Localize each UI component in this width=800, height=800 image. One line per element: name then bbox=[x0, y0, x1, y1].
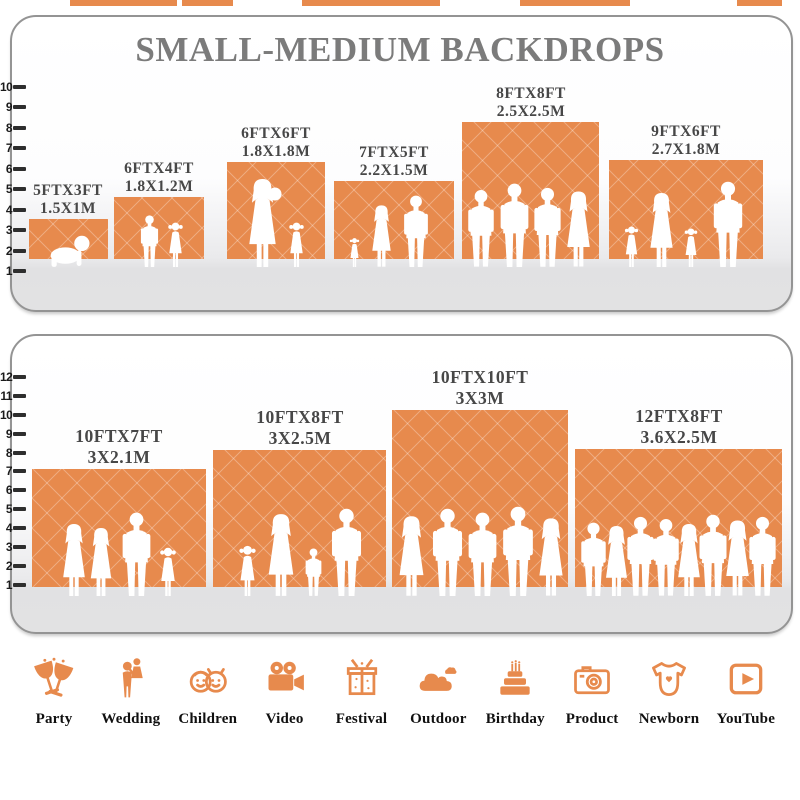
category-outdoor: Outdoor bbox=[400, 656, 476, 728]
category-wedding: Wedding bbox=[93, 656, 169, 728]
ruler-tick: 4 bbox=[0, 202, 30, 218]
wedding-icon bbox=[122, 658, 143, 698]
group-silhouette bbox=[468, 183, 590, 267]
backdrop-size-label: 6FTX6FT 1.8X1.8M bbox=[241, 125, 311, 160]
category-birthday: Birthday bbox=[477, 656, 553, 728]
ruler-tick: 5 bbox=[0, 501, 30, 517]
ruler-tick: 1 bbox=[0, 263, 30, 279]
cropped-backdrop-edge bbox=[737, 0, 782, 6]
backdrop-size-label: 10FTX10FT 3X3M bbox=[431, 367, 529, 408]
tick-mark bbox=[13, 583, 26, 587]
ruler-tick: 8 bbox=[0, 445, 30, 461]
children-icon bbox=[189, 668, 227, 693]
backdrop-size-label: 7FTX5FT 2.2X1.5M bbox=[359, 144, 429, 179]
tick-mark bbox=[13, 413, 26, 417]
children-silhouette bbox=[140, 215, 183, 267]
cropped-backdrop-edge bbox=[182, 0, 233, 6]
backdrop-6x6 bbox=[227, 162, 325, 259]
product-icon bbox=[574, 666, 610, 695]
tick-mark bbox=[13, 167, 26, 171]
tick-mark bbox=[13, 105, 26, 109]
tick-mark bbox=[13, 507, 26, 511]
backdrop-size-label: 8FTX8FT 2.5X2.5M bbox=[496, 85, 566, 120]
backdrop-10x7 bbox=[32, 469, 206, 587]
backdrop-size-label: 10FTX8FT 3X2.5M bbox=[256, 407, 344, 448]
category-product: Product bbox=[554, 656, 630, 728]
crowd-silhouette bbox=[581, 514, 776, 596]
outdoor-icon bbox=[420, 667, 457, 691]
category-party: Party bbox=[16, 656, 92, 728]
tick-mark bbox=[13, 249, 26, 253]
family-silhouette bbox=[349, 195, 428, 267]
category-row: Party Wedding bbox=[16, 656, 784, 728]
ruler-tick: 6 bbox=[0, 482, 30, 498]
category-youtube: YouTube bbox=[708, 656, 784, 728]
video-icon bbox=[268, 661, 304, 691]
backdrop-size-label: 6FTX4FT 1.8X1.2M bbox=[124, 160, 194, 195]
tick-mark bbox=[13, 394, 26, 398]
backdrop-size-label: 5FTX3FT 1.5X1M bbox=[33, 182, 103, 217]
ruler-tick: 11 bbox=[0, 388, 30, 404]
ruler-tick: 3 bbox=[0, 222, 30, 238]
tick-mark bbox=[13, 469, 26, 473]
tick-mark bbox=[13, 375, 26, 379]
tick-mark bbox=[13, 269, 26, 273]
category-newborn: Newborn bbox=[631, 656, 707, 728]
ruler-tick: 9 bbox=[0, 426, 30, 442]
mother-child-silhouette bbox=[249, 179, 304, 267]
ruler-tick: 5 bbox=[0, 181, 30, 197]
tick-mark bbox=[13, 488, 26, 492]
ruler-tick: 7 bbox=[0, 140, 30, 156]
cropped-backdrop-edge bbox=[520, 0, 630, 6]
ruler-tick: 4 bbox=[0, 520, 30, 536]
cropped-backdrop-edge bbox=[302, 0, 440, 6]
tick-mark bbox=[13, 146, 26, 150]
backdrop-6x4 bbox=[114, 197, 204, 259]
tick-mark bbox=[13, 208, 26, 212]
ruler-tick: 8 bbox=[0, 120, 30, 136]
ruler-tick: 2 bbox=[0, 243, 30, 259]
cropped-backdrop-edge bbox=[70, 0, 177, 6]
youtube-icon bbox=[729, 663, 763, 695]
newborn-icon bbox=[652, 662, 686, 696]
tick-mark bbox=[13, 187, 26, 191]
category-festival: Festival bbox=[324, 656, 400, 728]
ruler-tick: 2 bbox=[0, 558, 30, 574]
family-silhouette bbox=[239, 508, 362, 596]
tick-mark bbox=[13, 526, 26, 530]
ruler-tick: 3 bbox=[0, 539, 30, 555]
ruler-tick: 1 bbox=[0, 577, 30, 593]
tick-mark bbox=[13, 126, 26, 130]
ruler-tick: 10 bbox=[0, 79, 30, 95]
party-icon bbox=[34, 657, 74, 697]
group-silhouette bbox=[399, 506, 563, 596]
backdrop-10x8 bbox=[213, 450, 386, 587]
ruler-tick: 12 bbox=[0, 369, 30, 385]
family-silhouette bbox=[624, 181, 743, 267]
page-title: SMALL-MEDIUM BACKDROPS bbox=[135, 30, 665, 69]
festival-icon bbox=[346, 658, 377, 696]
family-silhouette bbox=[63, 512, 176, 596]
tick-mark bbox=[13, 545, 26, 549]
ruler-tick: 7 bbox=[0, 463, 30, 479]
ruler-tick: 6 bbox=[0, 161, 30, 177]
ruler-tick: 10 bbox=[0, 407, 30, 423]
baby-silhouette bbox=[50, 235, 90, 267]
tick-mark bbox=[13, 85, 26, 89]
birthday-icon bbox=[500, 660, 530, 695]
tick-mark bbox=[13, 564, 26, 568]
tick-mark bbox=[13, 228, 26, 232]
category-children: Children bbox=[170, 656, 246, 728]
tick-mark bbox=[13, 451, 26, 455]
ruler-tick: 9 bbox=[0, 99, 30, 115]
category-video: Video bbox=[247, 656, 323, 728]
tick-mark bbox=[13, 432, 26, 436]
backdrop-size-label: 10FTX7FT 3X2.1M bbox=[75, 426, 163, 467]
backdrop-size-label: 12FTX8FT 3.6X2.5M bbox=[635, 406, 723, 447]
backdrop-size-label: 9FTX6FT 2.7X1.8M bbox=[651, 123, 721, 158]
